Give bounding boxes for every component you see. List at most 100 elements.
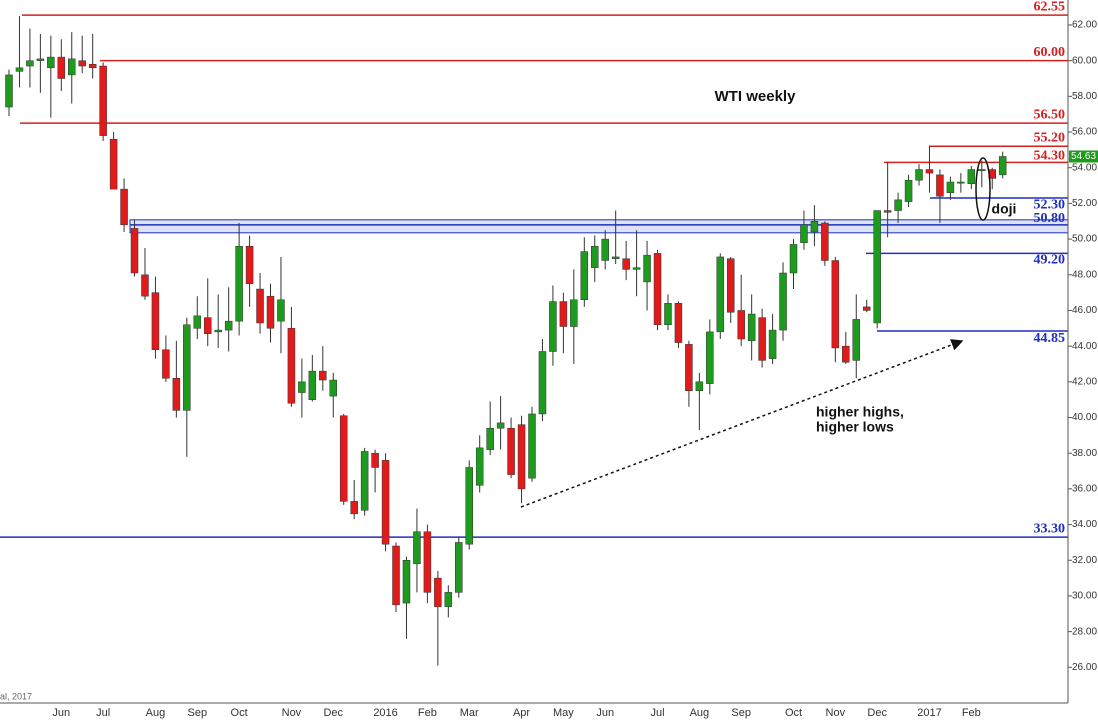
- x-tick-label: Apr: [513, 707, 530, 719]
- candle-body: [151, 292, 160, 350]
- candle-body: [883, 210, 892, 213]
- candle-body: [203, 317, 212, 334]
- x-tick-label: Jun: [596, 707, 614, 719]
- candle-body: [559, 301, 568, 327]
- candle-body: [685, 344, 693, 392]
- candle-body: [350, 501, 358, 515]
- y-tick-label: 52.00: [1072, 198, 1097, 209]
- level-label: 52.30: [1034, 197, 1066, 212]
- candle-body: [862, 306, 871, 311]
- candle-body: [706, 331, 714, 384]
- candle-body: [36, 58, 45, 61]
- y-tick-label: 62.00: [1072, 20, 1097, 31]
- level-label: 54.30: [1034, 149, 1066, 164]
- candle-body: [591, 245, 599, 268]
- candle-body: [674, 303, 683, 343]
- y-tick-label: 56.00: [1072, 127, 1097, 138]
- candle-body: [308, 370, 317, 400]
- zone: [129, 219, 1069, 234]
- candle-body: [695, 381, 704, 392]
- candle-body: [57, 56, 66, 79]
- x-tick-label: Dec: [323, 707, 343, 719]
- candle-body: [444, 592, 453, 607]
- candle-body: [737, 310, 745, 340]
- candle-body: [842, 345, 850, 363]
- candle-body: [26, 60, 34, 67]
- x-tick-label: Oct: [785, 707, 802, 719]
- candle-body: [549, 301, 557, 352]
- candle-body: [266, 295, 275, 329]
- candle-body: [716, 256, 725, 333]
- source: al, 2017: [0, 691, 32, 701]
- level-label: 44.85: [1034, 331, 1066, 346]
- candle-body: [747, 313, 756, 342]
- candle-body: [967, 169, 976, 185]
- trend-arrow: [520, 339, 964, 508]
- candle-body: [402, 560, 411, 604]
- candle-body: [162, 349, 170, 379]
- candle-body: [946, 181, 955, 193]
- annotation: doji: [992, 201, 1017, 217]
- level-label: 56.50: [1034, 107, 1066, 122]
- x-tick-label: Aug: [146, 707, 166, 719]
- candle-body: [998, 156, 1007, 176]
- candle-body: [109, 138, 118, 190]
- level-label: 50.80: [1034, 211, 1066, 226]
- candle-body: [381, 460, 390, 545]
- candle-body: [88, 63, 97, 69]
- x-tick-label: Dec: [867, 707, 887, 719]
- candle-body: [413, 531, 421, 565]
- x-tick-label: Aug: [690, 707, 710, 719]
- candle-body: [141, 274, 149, 297]
- candle-body: [47, 56, 55, 69]
- y-tick-label: 42.00: [1072, 376, 1097, 387]
- x-tick-label: Sep: [187, 707, 207, 719]
- x-tick-label: Sep: [731, 707, 751, 719]
- candle-body: [193, 315, 202, 329]
- candle-body: [570, 299, 578, 327]
- candle-body: [831, 260, 840, 349]
- candle-body: [329, 379, 338, 397]
- candle-body: [779, 272, 787, 331]
- x-tick-label: May: [553, 707, 574, 719]
- candle-body: [371, 452, 379, 468]
- candle-body: [978, 169, 986, 171]
- level-label: 33.30: [1034, 521, 1066, 536]
- candle-body: [726, 258, 735, 313]
- level-label: 62.55: [1034, 0, 1066, 14]
- candle-body: [528, 413, 536, 479]
- x-tick-label: 2016: [373, 707, 397, 719]
- level-label: 49.20: [1034, 253, 1066, 268]
- level-label: 60.00: [1034, 45, 1066, 60]
- candle-body: [339, 415, 348, 502]
- y-tick-label: 32.00: [1072, 555, 1097, 566]
- x-tick-label: Oct: [231, 707, 248, 719]
- candle-body: [434, 577, 442, 607]
- x-tick-label: Jun: [52, 707, 70, 719]
- candle-body: [957, 181, 965, 184]
- annotation: higher lows: [816, 419, 894, 435]
- candle-body: [873, 210, 881, 324]
- candle-body: [632, 267, 641, 270]
- candle-body: [758, 317, 766, 361]
- y-tick-label: 58.00: [1072, 91, 1097, 102]
- y-tick-label: 38.00: [1072, 448, 1097, 459]
- candle-body: [5, 74, 13, 108]
- candle-body: [224, 320, 233, 331]
- candle-body: [78, 60, 86, 67]
- y-tick-label: 54.00: [1072, 162, 1097, 173]
- doji-marker: [975, 157, 991, 221]
- candle-body: [601, 238, 609, 261]
- candle-body: [507, 427, 515, 475]
- y-tick-label: 28.00: [1072, 626, 1097, 637]
- annotation: higher highs,: [816, 404, 904, 420]
- candle-body: [172, 378, 181, 411]
- x-tick-label: 2017: [917, 707, 941, 719]
- y-tick-label: 34.00: [1072, 519, 1097, 530]
- candle-body: [936, 174, 944, 197]
- candle-body: [653, 253, 662, 325]
- candle-body: [287, 328, 296, 404]
- candle-body: [904, 179, 913, 202]
- y-tick-label: 26.00: [1072, 662, 1097, 673]
